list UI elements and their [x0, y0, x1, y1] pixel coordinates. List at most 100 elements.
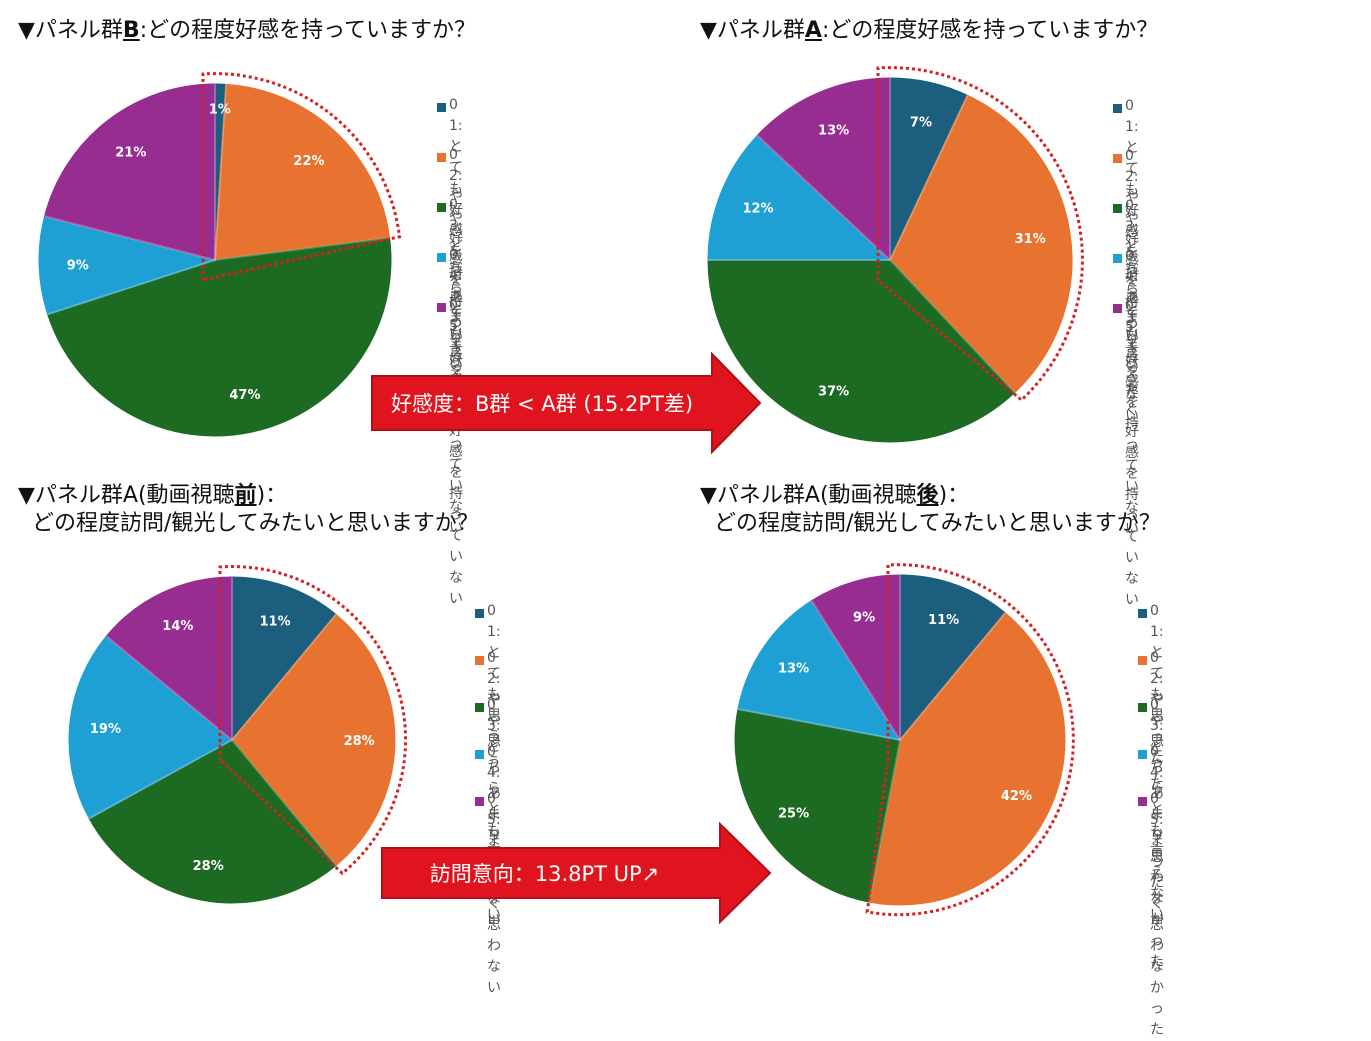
- legend-label: 05:まったく思わなかった: [1150, 791, 1164, 1038]
- pie-slice-4: [38, 215, 217, 316]
- slice-edge: [868, 739, 901, 903]
- data-label-3: 25%: [778, 806, 809, 821]
- legend-label: 05:まったく好感を持っていない: [1125, 298, 1139, 608]
- pie-slice-4: [707, 134, 892, 261]
- slice-edge: [231, 613, 337, 741]
- legend-item-4: 04:あまり好感を持っていない: [1113, 248, 1139, 540]
- arrow-favorability-shape: [371, 352, 762, 454]
- legend-swatch: [1113, 254, 1122, 263]
- legend-swatch: [437, 253, 446, 262]
- pie-slice-5: [756, 77, 891, 262]
- data-label-5: 9%: [853, 610, 875, 625]
- arrow-favorability-label: 好感度：B群 < A群 (15.2PT差): [390, 392, 694, 416]
- legend-swatch: [1113, 154, 1122, 163]
- legend-label: 03:どちらとも言えない: [1125, 198, 1139, 424]
- pie-slice-3: [88, 739, 337, 904]
- pie-slice-2: [868, 612, 1066, 906]
- legend-swatch: [1113, 304, 1122, 313]
- legend-swatch: [1138, 609, 1147, 618]
- chart-title-panel-a: ▼パネル群A:どの程度好感を持っていますか？: [700, 18, 1159, 43]
- pie-chart-panel-a-after: 11% 42% 25% 13% 9%: [734, 563, 1075, 917]
- data-label-1: 7%: [910, 115, 932, 130]
- slice-edge: [889, 259, 1016, 394]
- data-label-4: 9%: [67, 258, 89, 273]
- legend-swatch: [1138, 750, 1147, 759]
- legend-swatch: [475, 609, 484, 618]
- legend-item-1: 01:とても好感を持っている: [1113, 98, 1139, 369]
- legend-swatch: [1113, 104, 1122, 113]
- pie-slice-2: [231, 613, 396, 867]
- slice-edge: [88, 739, 233, 820]
- legend-swatch: [437, 203, 446, 212]
- pie-slice-3: [734, 708, 901, 903]
- data-label-5: 21%: [115, 146, 146, 161]
- pie-slice-5: [43, 83, 216, 261]
- pie-slice-2: [214, 83, 391, 261]
- pie-slice-5: [810, 574, 901, 742]
- legend-item-2: 02:やや思う: [475, 650, 501, 774]
- legend-label: 04:あまり好感を持っていない: [1125, 248, 1139, 537]
- slice-edge: [737, 708, 901, 741]
- legend-swatch: [1113, 204, 1122, 213]
- pie-slice-3: [46, 237, 392, 437]
- data-label-3: 37%: [818, 384, 849, 399]
- chart-title-panel-b: ▼パネル群B:どの程度好感を持っていますか？: [18, 18, 477, 43]
- legend-item-4: 04:あまり思わなかった: [1138, 744, 1164, 973]
- legend-swatch: [437, 103, 446, 112]
- data-label-4: 12%: [742, 202, 773, 217]
- pie-slice-4: [68, 635, 233, 820]
- legend-swatch: [475, 797, 484, 806]
- pie-slice-5: [105, 576, 233, 742]
- legend-swatch: [1138, 797, 1147, 806]
- slice-edge: [105, 635, 233, 741]
- legend-swatch: [1138, 656, 1147, 665]
- legend-swatch: [475, 656, 484, 665]
- slice-edge: [889, 94, 969, 261]
- legend-label: 04:あまり思わなかった: [1150, 744, 1164, 970]
- pie-slice-2: [889, 94, 1073, 394]
- legend-item-5: 05:まったく思わなかった: [1138, 791, 1164, 1041]
- data-label-2: 31%: [1015, 232, 1046, 247]
- slice-edge: [899, 612, 1006, 741]
- legend-label: 01:とても好感を持っている: [1125, 98, 1139, 366]
- slice-edge: [44, 215, 216, 261]
- data-label-2: 42%: [1001, 789, 1032, 804]
- data-label-3: 47%: [229, 388, 260, 403]
- highlight-outline: [865, 563, 1075, 917]
- legend-label: 02:やや思った: [1150, 650, 1164, 792]
- data-label-4: 19%: [90, 722, 121, 737]
- slice-edge: [810, 600, 901, 741]
- data-label-4: 13%: [778, 662, 809, 677]
- legend-item-5: 05:まったく好感を持っていない: [437, 297, 463, 610]
- highlight-outline: [218, 565, 408, 876]
- legend-swatch: [475, 703, 484, 712]
- legend-item-5: 05:まったく好感を持っていない: [1113, 298, 1139, 611]
- legend-swatch: [475, 750, 484, 759]
- slice-edge: [214, 84, 228, 261]
- arrow-visit-intent: [381, 822, 772, 924]
- legend-swatch: [437, 153, 446, 162]
- data-label-1: 11%: [928, 613, 959, 628]
- data-label-3: 28%: [193, 859, 224, 874]
- highlight-outline: [876, 66, 1084, 402]
- arrow-visit-intent-label: 訪問意向：13.8PT UP↗: [429, 862, 660, 886]
- data-label-1: 11%: [260, 614, 291, 629]
- legend-label: 02:やや思う: [487, 650, 501, 771]
- data-label-5: 13%: [818, 124, 849, 139]
- slice-edge: [214, 236, 390, 261]
- legend-label: 01:とても好感を持っている: [449, 97, 463, 365]
- data-label-1: 1%: [209, 103, 231, 118]
- data-label-2: 28%: [344, 734, 375, 749]
- legend-swatch: [437, 303, 446, 312]
- legend-item-1: 01:とても好感を持っている: [437, 97, 463, 368]
- chart-title-panel-a-after: ▼パネル群A(動画視聴後)： どの程度訪問/観光してみたいと思いますか？: [700, 483, 1161, 536]
- pie-chart-panel-a: 7% 31% 37% 12% 13%: [707, 66, 1084, 443]
- legend-item-3: 03:どちらとも言えない: [1138, 697, 1164, 926]
- legend-item-3: 03:どちらとも言えない: [1113, 198, 1139, 427]
- slice-edge: [47, 259, 216, 316]
- pie-slice-3: [707, 259, 1016, 443]
- legend-label: 03:どちらとも言えない: [1150, 697, 1164, 923]
- legend-item-2: 02:やや思った: [1138, 650, 1164, 795]
- slice-edge: [756, 134, 891, 261]
- pie-slice-4: [737, 599, 902, 741]
